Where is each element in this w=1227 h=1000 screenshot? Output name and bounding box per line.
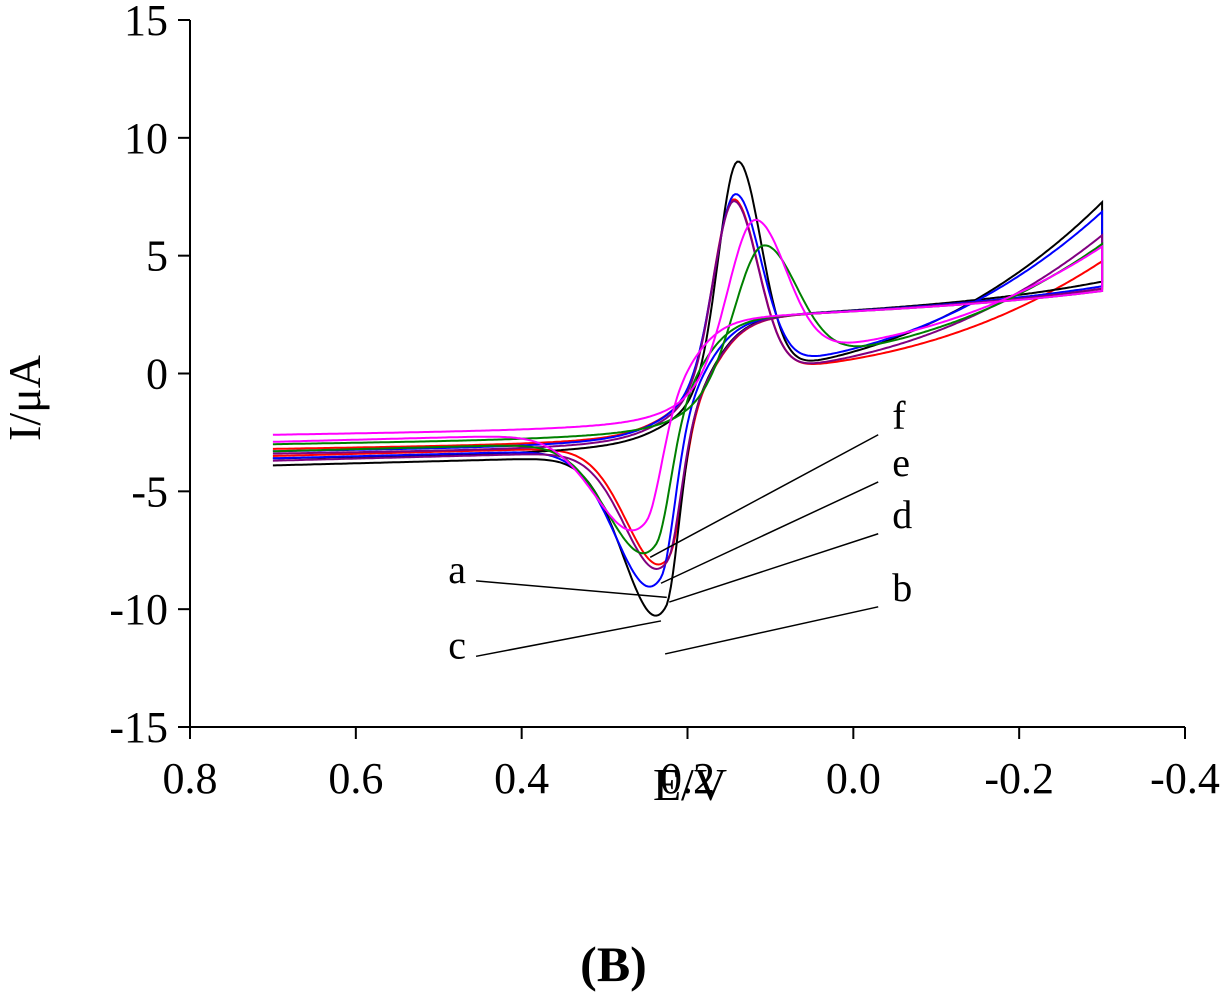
curve-label-f: f (892, 393, 906, 438)
x-tick-label: -0.2 (984, 754, 1054, 803)
y-tick-label: 15 (124, 0, 168, 45)
y-axis-title: I/μA (0, 355, 50, 441)
series-group (272, 160, 1104, 617)
panel-label: (B) (580, 936, 647, 992)
x-tick-label: 0.2 (660, 754, 715, 803)
x-tick-label: 0.0 (826, 754, 881, 803)
series-e-curve (272, 242, 1104, 555)
y-tick-label: 0 (146, 350, 168, 399)
x-tick-label: 0.6 (328, 754, 383, 803)
y-tick-label: -10 (109, 585, 168, 634)
curve-labels: a b c def (448, 393, 912, 668)
y-tick-label: 5 (146, 232, 168, 281)
curve-label-c: c (448, 622, 466, 667)
series-a-curve (272, 198, 1104, 566)
label-leader-d (669, 533, 879, 603)
series-d-curve (272, 200, 1104, 571)
curve-label-b: b (892, 565, 912, 610)
label-leader-a (475, 580, 667, 599)
label-leader-b (664, 606, 879, 655)
series-f-curve (272, 218, 1104, 532)
x-tick-label: 0.8 (163, 754, 218, 803)
x-axis-title: E/V (653, 759, 727, 810)
y-tick-label: -5 (131, 467, 168, 516)
label-leader-f (649, 434, 879, 558)
curve-label-a: a (448, 547, 466, 592)
curve-label-d: d (892, 492, 912, 537)
x-tick-label: 0.4 (494, 754, 549, 803)
axes: 15 10 5 0 -5 -10 -150.8 0.6 0.4 0.2 0.0 -0.2 -0.4 (109, 0, 1219, 803)
label-leader-e (660, 481, 879, 584)
x-tick-label: -0.4 (1150, 754, 1220, 803)
y-tick-label: 10 (124, 114, 168, 163)
label-leader-c (475, 620, 662, 658)
curve-label-e: e (892, 440, 910, 485)
y-tick-label: -15 (109, 703, 168, 752)
